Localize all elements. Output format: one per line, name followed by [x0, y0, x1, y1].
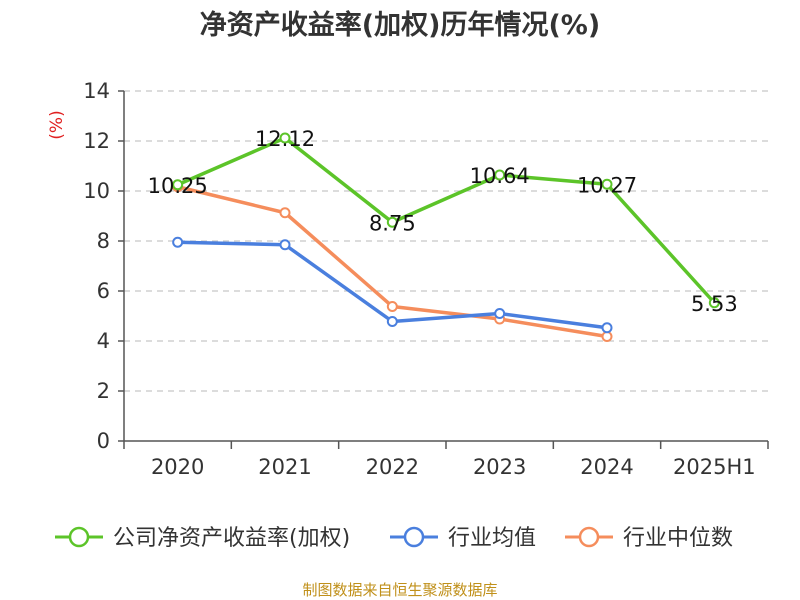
series-line-2: [175, 185, 609, 339]
point-s0-2020: [172, 179, 184, 191]
data-label-2021: 12.12: [255, 127, 315, 151]
legend-marker-2: [578, 526, 600, 548]
series-line-0: [175, 136, 717, 305]
source-note: 制图数据来自恒生聚源数据库: [302, 581, 497, 599]
point-s0-2025H1: [708, 297, 720, 309]
data-label-2020: 10.25: [148, 174, 208, 198]
legend-label-0: 公司净资产收益率(加权): [113, 526, 350, 551]
series-lines: [172, 132, 720, 342]
y-tick-label-1: 2: [97, 379, 110, 403]
x-tick-label-2024: 2024: [580, 455, 633, 479]
y-tick-label-4: 8: [97, 229, 110, 253]
data-label-2022: 8.75: [369, 211, 416, 235]
legend-marker-0: [68, 526, 90, 548]
legend-marker-1: [403, 526, 425, 548]
point-s2-2024: [601, 331, 613, 342]
point-s1-2020: [172, 236, 184, 248]
point-s0-2023: [494, 169, 506, 181]
axes: 0 2 4 6 8 10 12 14 2020 2021 2022 2023 2024 2025H1: [83, 79, 769, 479]
legend: 公司净资产收益率(加权) 行业均值 行业中位数: [55, 526, 733, 551]
point-s1-2022: [386, 316, 398, 327]
legend-label-1: 行业均值: [448, 526, 536, 551]
data-label-2025H1: 5.53: [691, 292, 738, 316]
gridlines: [124, 90, 768, 392]
data-label-2024: 10.27: [577, 173, 637, 197]
point-s2-2021: [279, 207, 291, 219]
x-tick-label-2020: 2020: [151, 455, 204, 479]
x-tick-label-2021: 2021: [258, 455, 311, 479]
y-tick-label-0: 0: [97, 429, 110, 453]
y-tick-label-5: 10: [83, 179, 110, 203]
chart-title: 净资产收益率(加权)历年情况(%): [200, 9, 600, 41]
x-tick-label-2022: 2022: [366, 455, 419, 479]
point-s1-2024: [601, 322, 613, 334]
point-s0-2021: [279, 132, 291, 144]
y-axis-unit-label: (%): [47, 110, 67, 139]
data-labels: 10.25 12.12 8.75 10.64 10.27 5.53: [148, 127, 738, 316]
point-s0-2024: [601, 178, 613, 190]
series-line-1: [175, 240, 609, 330]
y-tick-label-3: 6: [97, 279, 110, 303]
y-tick-label-2: 4: [97, 329, 110, 353]
point-s1-2021: [279, 239, 291, 251]
x-tick-label-2023: 2023: [473, 455, 526, 479]
legend-label-2: 行业中位数: [623, 526, 733, 551]
x-tick-label-2025H1: 2025H1: [673, 455, 756, 479]
point-s0-2022: [386, 216, 398, 228]
data-label-2023: 10.64: [470, 164, 530, 188]
y-tick-label-7: 14: [83, 79, 110, 103]
y-tick-label-6: 12: [83, 129, 110, 153]
point-s1-2023: [494, 308, 506, 319]
point-s2-2022: [386, 301, 398, 312]
